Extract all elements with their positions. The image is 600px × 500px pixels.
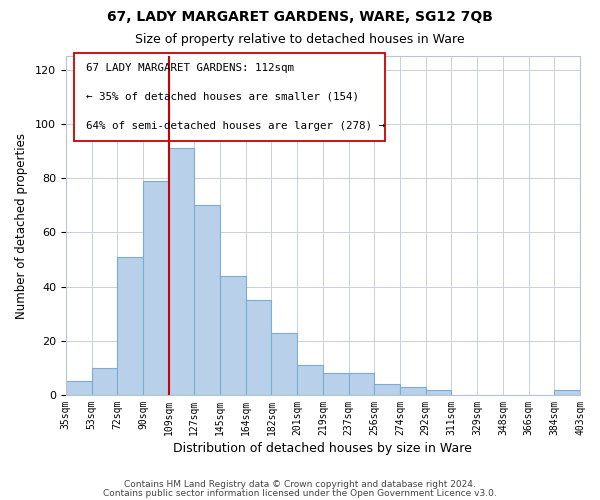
Bar <box>220 276 246 395</box>
Text: Size of property relative to detached houses in Ware: Size of property relative to detached ho… <box>135 32 465 46</box>
Bar <box>143 181 169 395</box>
Text: 67, LADY MARGARET GARDENS, WARE, SG12 7QB: 67, LADY MARGARET GARDENS, WARE, SG12 7Q… <box>107 10 493 24</box>
Bar <box>194 206 220 395</box>
Bar <box>92 368 117 395</box>
Bar <box>246 300 271 395</box>
Bar <box>297 365 323 395</box>
Text: ← 35% of detached houses are smaller (154): ← 35% of detached houses are smaller (15… <box>86 92 359 102</box>
Bar <box>271 332 297 395</box>
Bar <box>374 384 400 395</box>
Text: Contains public sector information licensed under the Open Government Licence v3: Contains public sector information licen… <box>103 489 497 498</box>
Bar <box>323 374 349 395</box>
Bar <box>169 148 194 395</box>
Text: 64% of semi-detached houses are larger (278) →: 64% of semi-detached houses are larger (… <box>86 120 385 130</box>
Bar <box>554 390 580 395</box>
Y-axis label: Number of detached properties: Number of detached properties <box>15 132 28 318</box>
Bar <box>349 374 374 395</box>
Bar <box>66 382 92 395</box>
X-axis label: Distribution of detached houses by size in Ware: Distribution of detached houses by size … <box>173 442 472 455</box>
FancyBboxPatch shape <box>74 53 385 141</box>
Bar <box>426 390 451 395</box>
Bar <box>117 257 143 395</box>
Bar <box>400 387 426 395</box>
Text: Contains HM Land Registry data © Crown copyright and database right 2024.: Contains HM Land Registry data © Crown c… <box>124 480 476 489</box>
Text: 67 LADY MARGARET GARDENS: 112sqm: 67 LADY MARGARET GARDENS: 112sqm <box>86 63 295 73</box>
